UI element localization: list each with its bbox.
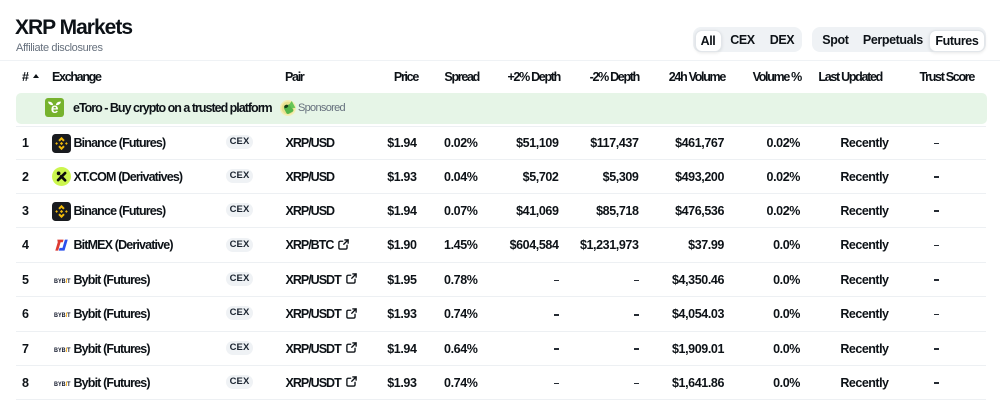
svg-text:e: e: [51, 101, 59, 116]
svg-text:BYBIT: BYBIT: [54, 277, 71, 283]
svg-text:BYBIT: BYBIT: [54, 381, 71, 387]
svg-text:BYBIT: BYBIT: [54, 346, 71, 352]
svg-text:BYBIT: BYBIT: [54, 312, 71, 318]
